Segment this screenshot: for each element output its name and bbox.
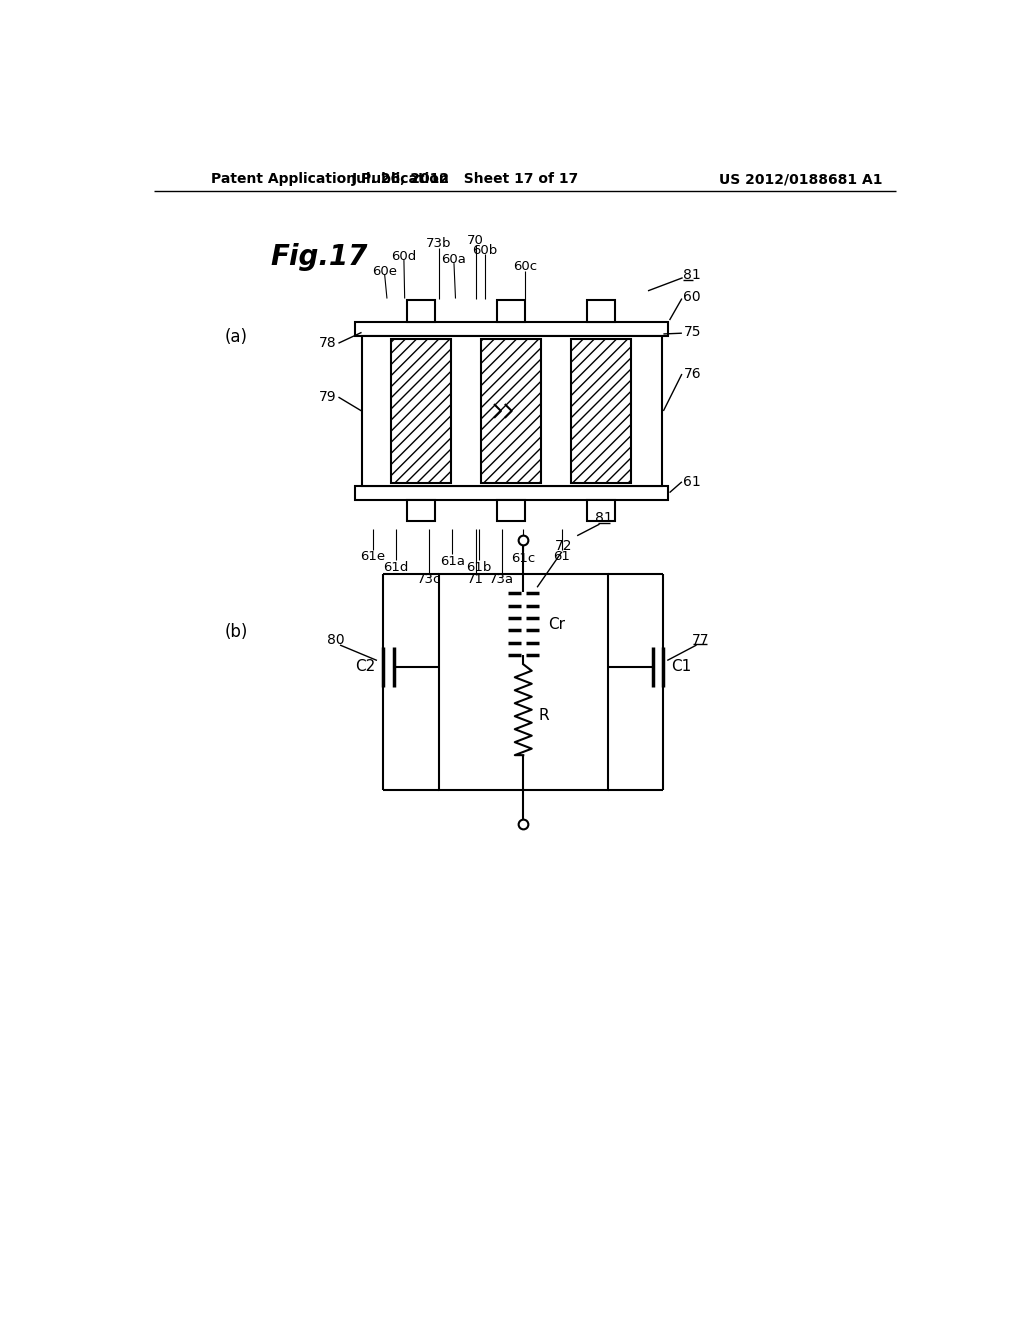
Text: 81: 81 [595,511,613,525]
Text: 61e: 61e [360,550,386,564]
Text: 61d: 61d [384,561,409,574]
Bar [407,499,435,521]
Text: 77: 77 [691,632,709,647]
Bar [407,300,435,322]
Text: 60e: 60e [372,265,397,279]
Text: 80: 80 [328,632,345,647]
Text: 70: 70 [467,234,484,247]
Text: R: R [539,709,549,723]
Text: Jul. 26, 2012   Sheet 17 of 17: Jul. 26, 2012 Sheet 17 of 17 [352,172,580,186]
Text: 75: 75 [683,325,700,339]
Text: 60b: 60b [472,243,498,256]
Text: Patent Application Publication: Patent Application Publication [211,172,450,186]
Text: US 2012/0188681 A1: US 2012/0188681 A1 [719,172,883,186]
Text: 73a: 73a [489,573,514,586]
Text: 71: 71 [467,573,484,586]
Text: 60a: 60a [441,252,466,265]
Text: C2: C2 [355,659,376,675]
Text: 78: 78 [319,337,337,350]
Text: 61b: 61b [466,561,492,574]
Bar [355,486,668,499]
Text: (a): (a) [224,329,248,346]
Text: 61: 61 [553,550,570,564]
Text: 61c: 61c [511,552,536,565]
Text: (b): (b) [224,623,248,642]
Bar [587,300,614,322]
Bar [438,574,608,789]
Text: 73b: 73b [426,238,452,251]
Bar [587,499,614,521]
Bar [481,339,541,483]
Text: Cr: Cr [548,616,565,632]
Text: 61: 61 [683,475,701,488]
Bar [391,339,451,483]
Bar [497,300,524,322]
Bar [355,322,668,335]
Text: 73c: 73c [417,573,441,586]
Text: C1: C1 [671,659,691,675]
Bar [361,335,662,486]
Text: 61a: 61a [440,554,465,568]
Text: 81: 81 [683,268,701,282]
Text: 60d: 60d [391,249,417,263]
Text: 60: 60 [683,290,701,304]
Text: 72: 72 [555,539,572,553]
Bar [497,499,524,521]
Text: 60c: 60c [513,260,537,273]
Bar [571,339,631,483]
Text: 79: 79 [319,391,337,404]
Text: 76: 76 [683,367,701,381]
Text: Fig.17: Fig.17 [270,243,368,271]
